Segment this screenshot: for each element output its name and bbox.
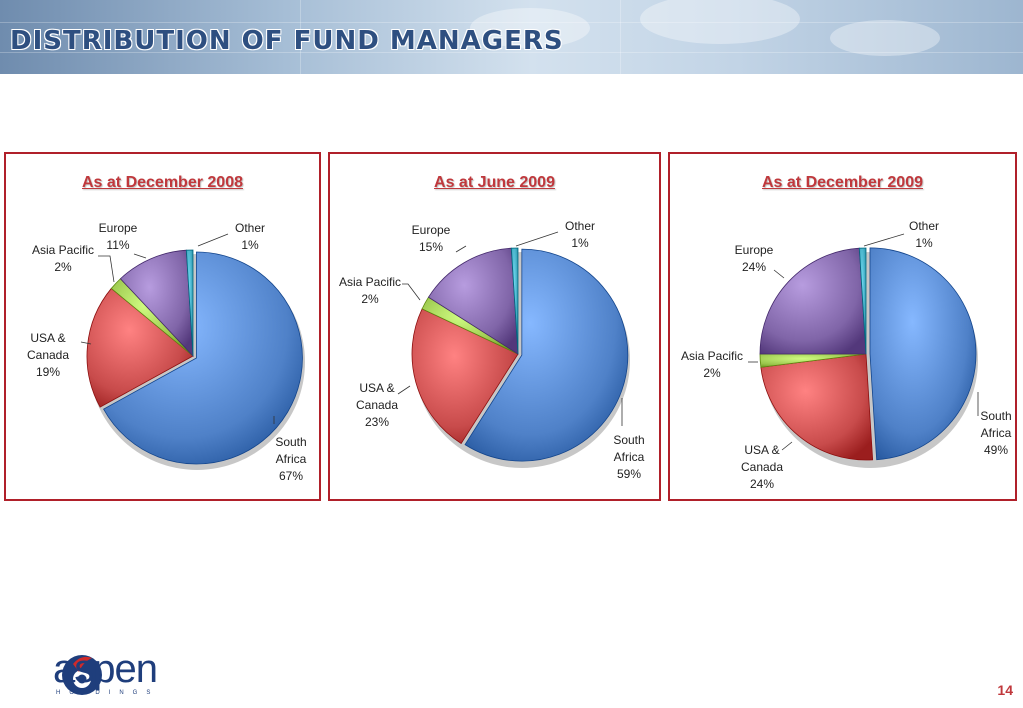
slice-label-south-africa: South Africa 59% [613, 432, 644, 483]
leader-line [80, 341, 92, 345]
pie-slice-south-africa [464, 248, 629, 462]
slice-label-usa-canada: USA & Canada 24% [741, 442, 783, 493]
slice-label-south-africa: South Africa 49% [980, 408, 1011, 459]
slice-value-label: 67% [278, 469, 304, 483]
leader-line [781, 441, 793, 451]
banner-grid-line [300, 0, 301, 74]
pie-slice-europe [427, 247, 519, 355]
slice-category-label: Africa [613, 450, 645, 464]
slice-category-label: USA & [30, 331, 66, 345]
slice-value-label: 23% [364, 415, 390, 429]
slice-value-label: 1% [241, 238, 259, 252]
chart-panel-dec-2009: As at December 2009 South Africa 49% USA & C… [668, 152, 1017, 501]
header-banner [0, 0, 1023, 74]
slice-label-other: Other 1% [235, 220, 265, 254]
pie-slice-europe [759, 247, 867, 355]
slice-category-label: Other [908, 219, 940, 233]
slice-category-label: USA & [359, 381, 395, 395]
banner-grid-line [0, 52, 1023, 53]
pie-slice-south-africa [869, 247, 977, 461]
pie-slice-usa-canada [86, 287, 194, 408]
slice-category-label: Asia Pacific [338, 275, 402, 289]
pie-slice-usa-canada [760, 353, 874, 461]
banner-map-shape [640, 0, 800, 44]
slice-category-label: Canada [26, 348, 70, 362]
slice-label-other: Other 1% [565, 218, 595, 252]
slice-label-europe: Europe 24% [735, 242, 774, 276]
banner-grid-line [0, 22, 1023, 23]
leader-line [98, 255, 115, 283]
chart-title: As at December 2009 [762, 174, 923, 191]
slice-category-label: South [613, 433, 645, 447]
slice-value-label: 2% [361, 292, 379, 306]
slice-value-label: 24% [749, 477, 775, 491]
slice-label-asia-pacific: Asia Pacific 2% [339, 274, 401, 308]
leader-line [397, 385, 411, 395]
slice-label-usa-canada: USA & Canada 19% [27, 330, 69, 381]
slice-category-label: Europe [98, 221, 138, 235]
pie-slice-south-africa [103, 251, 303, 465]
slide-title: DISTRIBUTION OF FUND MANAGERS [10, 26, 564, 56]
slice-category-label: South [980, 409, 1012, 423]
logo-wordmark: aspen [53, 647, 158, 691]
slice-category-label: USA & [744, 443, 780, 457]
slice-value-label: 1% [915, 236, 933, 250]
pie-slice-other [510, 247, 519, 355]
chart-panel-jun-2009: As at June 2009 South Africa 59% USA & Canad… [328, 152, 661, 501]
slice-category-label: Asia Pacific [680, 349, 744, 363]
slice-category-label: Africa [275, 452, 307, 466]
slice-category-label: Europe [411, 223, 451, 237]
aspen-logo-icon [62, 655, 102, 695]
slice-label-other: Other 1% [909, 218, 939, 252]
pie-chart [748, 233, 979, 468]
leader-line [515, 231, 559, 247]
slice-label-europe: Europe 11% [99, 220, 138, 254]
leader-line [402, 283, 421, 301]
leader-line [863, 233, 905, 247]
pie-slice-europe [119, 249, 194, 358]
leader-line [455, 245, 467, 253]
slice-value-label: 15% [418, 240, 444, 254]
banner-map-shape [470, 8, 590, 48]
logo-subtext: HOLDINGS [56, 690, 160, 696]
slice-category-label: Other [564, 219, 596, 233]
slice-label-south-africa: South Africa 67% [275, 434, 306, 485]
pie-chart [80, 233, 305, 470]
page-number: 14 [997, 682, 1013, 698]
slice-category-label: Asia Pacific [31, 243, 95, 257]
leader-line [133, 253, 147, 259]
slice-value-label: 19% [35, 365, 61, 379]
pie-slice-other [858, 247, 867, 355]
slice-value-label: 2% [703, 366, 721, 380]
slice-label-asia-pacific: Asia Pacific 2% [681, 348, 743, 382]
banner-map-shape [830, 20, 940, 56]
slice-label-europe: Europe 15% [412, 222, 451, 256]
slice-value-label: 2% [54, 260, 72, 274]
slice-value-label: 49% [983, 443, 1009, 457]
slice-label-asia-pacific: Asia Pacific 2% [32, 242, 94, 276]
chart-title: As at June 2009 [434, 174, 555, 191]
slice-value-label: 11% [106, 238, 130, 252]
slice-category-label: Africa [980, 426, 1012, 440]
leader-line [773, 269, 785, 279]
slice-label-usa-canada: USA & Canada 23% [356, 380, 398, 431]
chart-panel-dec-2008: As at December 2008 South Africa 67% USA & C… [4, 152, 321, 501]
leader-line [197, 233, 229, 247]
banner-grid-line [620, 0, 621, 74]
slice-category-label: Canada [355, 398, 399, 412]
pie-slice-other [185, 249, 194, 357]
slice-category-label: Canada [740, 460, 784, 474]
pie-chart [397, 231, 630, 468]
pie-slice-usa-canada [411, 308, 519, 445]
slice-value-label: 1% [571, 236, 589, 250]
slice-category-label: Other [234, 221, 266, 235]
slice-value-label: 24% [741, 260, 767, 274]
slice-category-label: Europe [734, 243, 774, 257]
chart-title: As at December 2008 [82, 174, 243, 191]
slice-value-label: 59% [616, 467, 642, 481]
slice-category-label: South [275, 435, 307, 449]
